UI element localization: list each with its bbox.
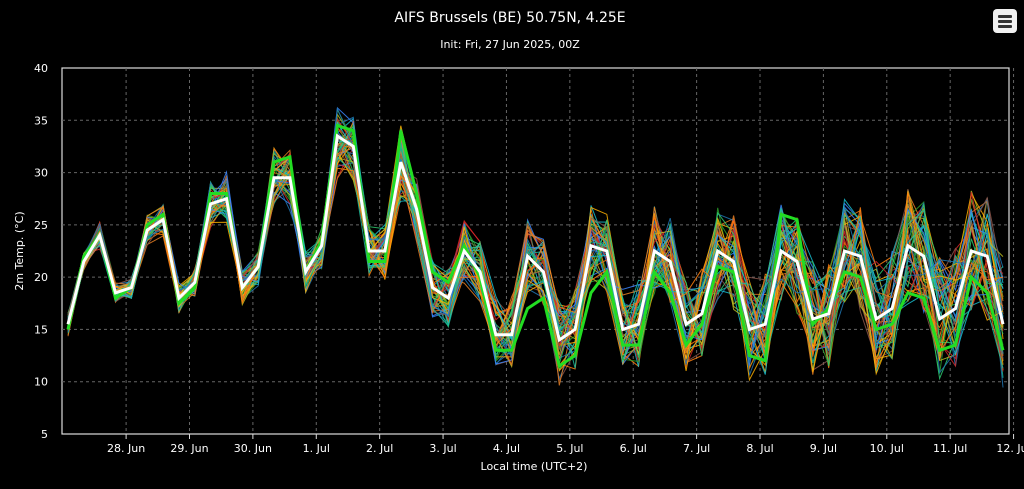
- x-tick-label: 7. Jul: [683, 442, 710, 455]
- x-tick-label: 6. Jul: [620, 442, 647, 455]
- x-tick-label: 4. Jul: [493, 442, 520, 455]
- x-tick-label: 9. Jul: [810, 442, 837, 455]
- x-axis-label: Local time (UTC+2): [481, 460, 588, 473]
- menu-bar: [998, 15, 1012, 18]
- y-tick-label: 25: [34, 219, 48, 232]
- x-tick-label: 28. Jun: [107, 442, 145, 455]
- x-tick-label: 5. Jul: [556, 442, 583, 455]
- plot-area: 5 10 15 20 25 30 35 40 28. Jun 29. Jun 30. Jun 1. J…: [34, 62, 1024, 455]
- ensemble-member-line: [67, 147, 1004, 366]
- hamburger-menu-icon[interactable]: [993, 9, 1017, 33]
- chart-subtitle: Init: Fri, 27 Jun 2025, 00Z: [440, 38, 580, 51]
- x-tick-label: 29. Jun: [170, 442, 208, 455]
- ensemble-member-line: [67, 152, 1004, 382]
- ensemble-member-line: [67, 124, 1004, 367]
- x-tick-label: 8. Jul: [746, 442, 773, 455]
- y-tick-label: 20: [34, 271, 48, 284]
- y-tick-label: 5: [41, 428, 48, 441]
- ensemble-members: [67, 106, 1004, 388]
- x-tick-label: 1. Jul: [303, 442, 330, 455]
- y-tick-label: 15: [34, 323, 48, 336]
- x-tick-label: 2. Jul: [366, 442, 393, 455]
- control-run-line: [66, 123, 1005, 369]
- plot-frame: [61, 67, 1010, 435]
- y-axis-label: 2m Temp. (°C): [13, 211, 26, 290]
- chart-title: AIFS Brussels (BE) 50.75N, 4.25E: [394, 10, 625, 26]
- menu-bar: [998, 20, 1012, 23]
- x-tick-label: 3. Jul: [429, 442, 456, 455]
- ensemble-member-line: [67, 130, 1004, 360]
- ensemble-member-line: [67, 135, 1004, 365]
- ensemble-mean-line: [66, 133, 1005, 343]
- y-tick-label: 10: [34, 376, 48, 389]
- x-tick-label: 12. Jul: [996, 442, 1024, 455]
- y-tick-label: 40: [34, 62, 48, 75]
- x-tick-label: 11. Jul: [933, 442, 967, 455]
- y-tick-label: 30: [34, 167, 48, 180]
- y-tick-label: 35: [34, 114, 48, 127]
- x-tick-label: 30. Jun: [234, 442, 272, 455]
- ensemble-member-line: [67, 127, 1004, 378]
- menu-bar: [998, 25, 1012, 28]
- x-tick-label: 10. Jul: [870, 442, 904, 455]
